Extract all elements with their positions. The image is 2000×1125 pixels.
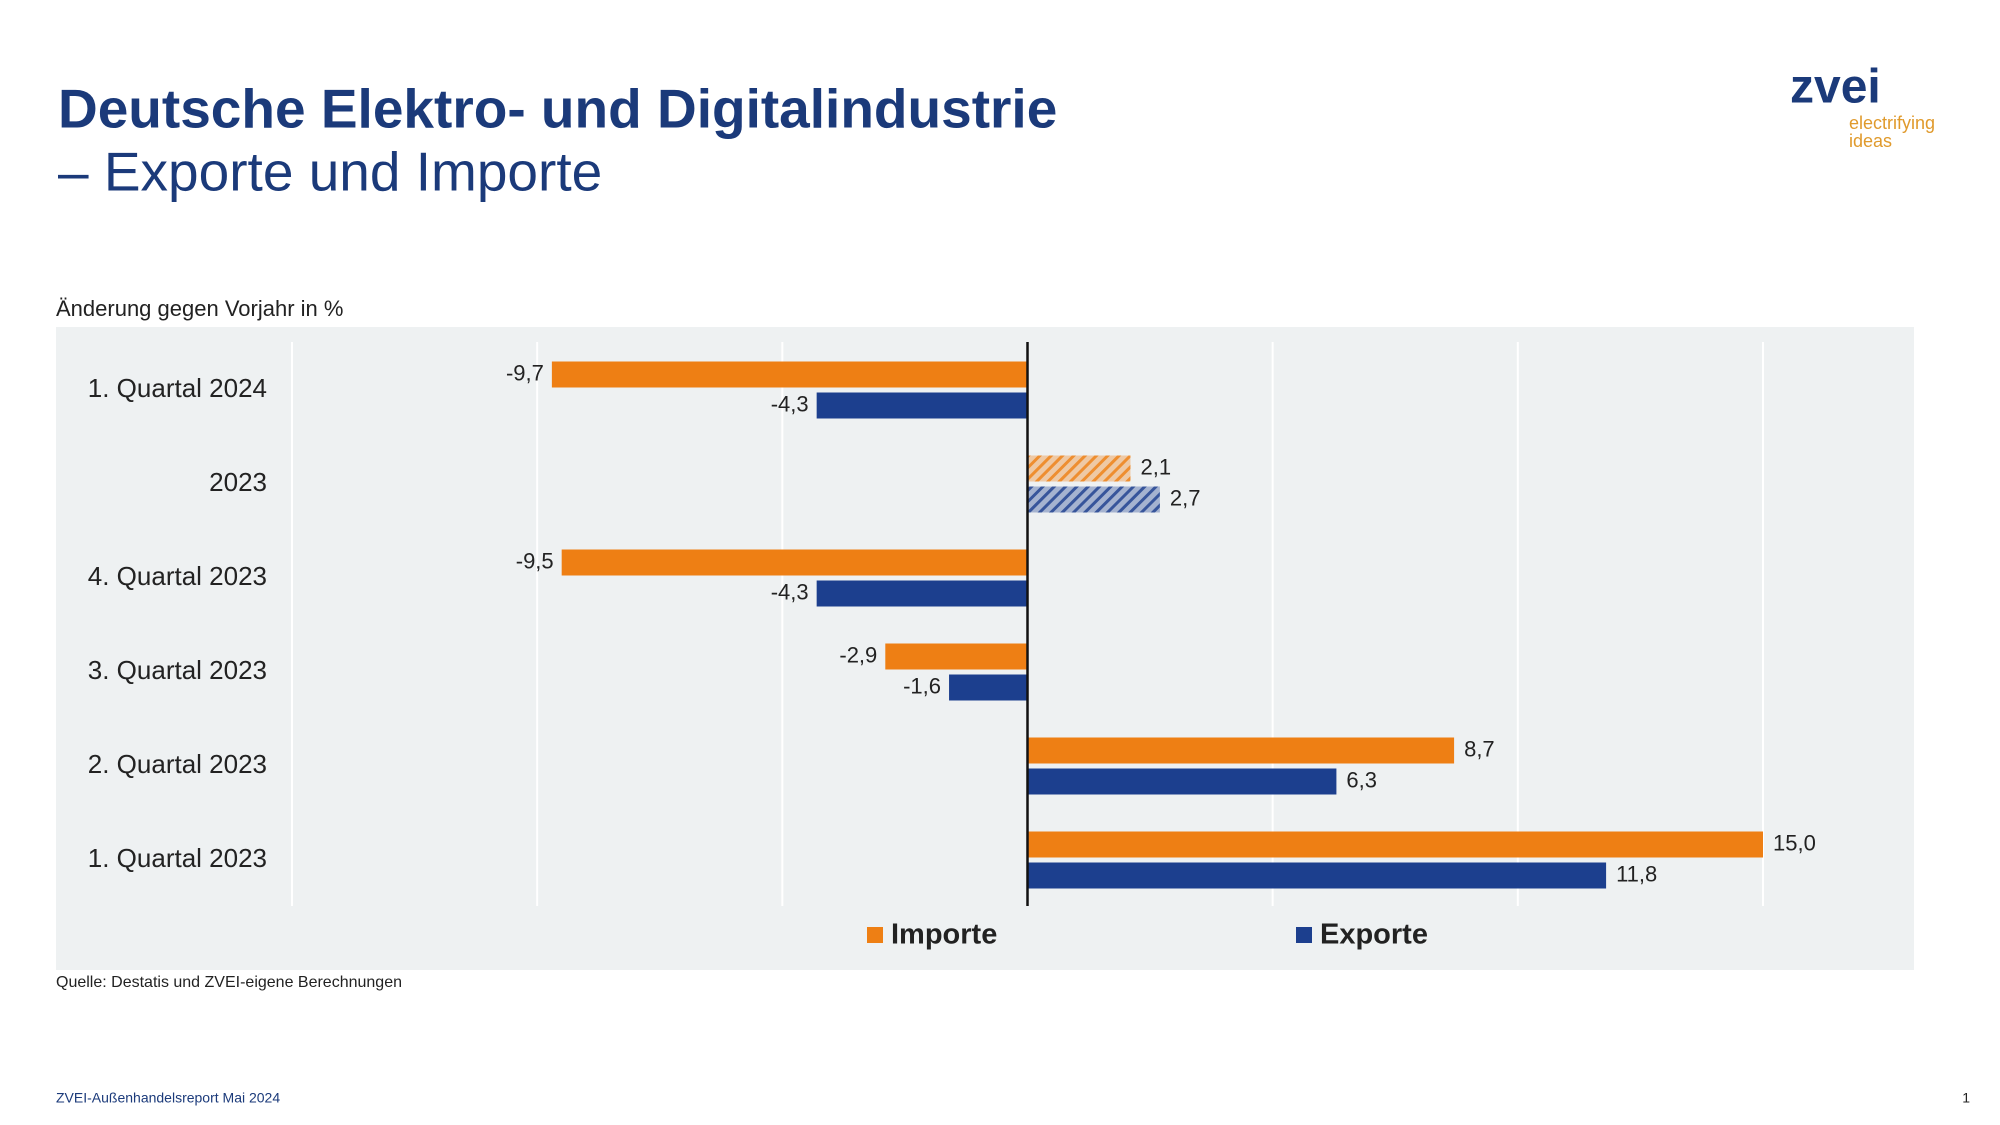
subtitle: – Exporte und Importe	[58, 141, 602, 203]
value-label: 11,8	[1616, 861, 1657, 886]
title: Deutsche Elektro- und Digitalindustrie	[58, 78, 1057, 140]
category-label: 2. Quartal 2023	[88, 749, 267, 779]
category-label: 1. Quartal 2023	[88, 843, 267, 873]
bar	[1027, 831, 1763, 858]
legend-label: Exporte	[1320, 919, 1428, 951]
bar	[551, 361, 1028, 388]
value-label: 2,7	[1170, 485, 1201, 510]
category-label: 1. Quartal 2024	[88, 373, 267, 403]
plot: 1. Quartal 2024 -9,7 -4,3 2023 2,1 2,7 4. Quar…	[88, 342, 1816, 951]
bar	[1027, 455, 1131, 482]
value-label: 15,0	[1773, 830, 1816, 855]
legend-swatch	[1296, 927, 1312, 943]
source: Quelle: Destatis und ZVEI-eigene Berechn…	[56, 974, 402, 991]
value-label: 8,7	[1464, 736, 1495, 761]
category-label: 3. Quartal 2023	[88, 655, 267, 685]
bar	[816, 580, 1028, 607]
bar	[1027, 486, 1160, 513]
value-label: -1,6	[903, 673, 941, 698]
logo-name: zvei	[1790, 61, 1881, 114]
logo-tagline: ideas	[1849, 131, 1892, 151]
category-label: 2023	[209, 467, 267, 497]
logo-tagline: electrifying	[1849, 113, 1935, 133]
bar	[1027, 768, 1337, 795]
bar	[561, 549, 1028, 576]
value-label: -2,9	[839, 642, 877, 667]
bar	[1027, 737, 1455, 764]
bar	[885, 643, 1028, 670]
bar	[816, 392, 1028, 419]
footer: ZVEI-Außenhandelsreport Mai 2024	[56, 1090, 280, 1106]
legend-swatch	[867, 927, 883, 943]
value-label: -9,5	[516, 548, 554, 573]
legend-label: Importe	[891, 919, 997, 951]
value-label: 2,1	[1140, 454, 1171, 479]
category-label: 4. Quartal 2023	[88, 561, 267, 591]
bar	[1027, 862, 1607, 889]
value-label: -4,3	[771, 579, 809, 604]
value-label: 6,3	[1346, 767, 1377, 792]
bar	[949, 674, 1028, 701]
axis-label: Änderung gegen Vorjahr in %	[56, 296, 343, 321]
page-number: 1	[1962, 1090, 1970, 1106]
value-label: -4,3	[771, 391, 809, 416]
value-label: -9,7	[506, 360, 544, 385]
